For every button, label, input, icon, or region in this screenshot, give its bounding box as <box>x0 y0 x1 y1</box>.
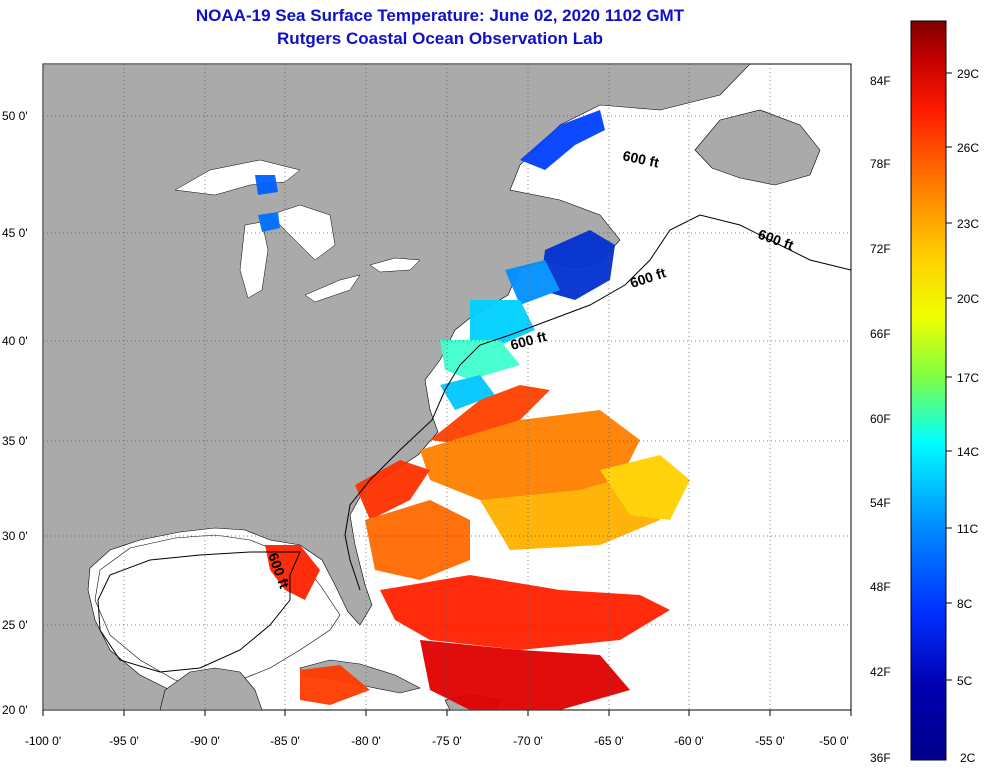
lon-label: -80 0' <box>351 734 381 748</box>
colorbar-f-label: 54F <box>870 496 891 510</box>
colorbar-c-label: 5C <box>957 674 973 688</box>
land-maritimes <box>694 109 821 186</box>
colorbar-c-label: 11C <box>957 522 978 536</box>
lon-label: -60 0' <box>674 734 704 748</box>
map-subtitle: Rutgers Coastal Ocean Observation Lab <box>277 29 603 48</box>
colorbar-c-label: 17C <box>957 371 979 385</box>
lat-label: 50 0' <box>2 109 28 123</box>
lat-label: 45 0' <box>2 226 28 240</box>
lon-label: -100 0' <box>25 734 61 748</box>
lon-label: -50 0' <box>819 734 849 748</box>
grid-lines <box>43 64 851 710</box>
lon-label: -65 0' <box>594 734 624 748</box>
sst-imagery <box>255 110 690 710</box>
colorbar-c-label: 26C <box>957 141 979 155</box>
isobath-gulf <box>97 551 301 673</box>
colorbar-f-label: 84F <box>870 74 891 88</box>
lat-label: 20 0' <box>2 703 28 717</box>
colorbar-c-label: 14C <box>957 445 979 459</box>
colorbar-f-label: 66F <box>870 327 891 341</box>
lake-superior <box>174 159 301 196</box>
colorbar-c-label: 20C <box>957 292 979 306</box>
colorbar-f-label: 42F <box>870 665 891 679</box>
land-north-america <box>43 64 751 710</box>
lake-erie <box>304 274 361 303</box>
isobath-600ft <box>344 214 851 591</box>
lat-label: 35 0' <box>2 434 28 448</box>
contour-label: 600 ft <box>621 147 660 170</box>
lat-label: 25 0' <box>2 618 28 632</box>
colorbar-c-label: 8C <box>957 597 973 611</box>
colorbar-c-label: 2C <box>960 751 976 765</box>
lon-label: -90 0' <box>190 734 220 748</box>
colorbar-ticks <box>946 72 952 681</box>
lon-label: -95 0' <box>109 734 139 748</box>
lake-huron <box>269 204 336 261</box>
colorbar-f-label: 72F <box>870 242 891 256</box>
lon-label: -75 0' <box>432 734 462 748</box>
colorbar-c-label: 23C <box>957 217 979 231</box>
lat-label: 40 0' <box>2 334 28 348</box>
lake-ontario <box>369 257 421 273</box>
colorbar-f-label: 36F <box>870 751 891 765</box>
lon-label: -70 0' <box>513 734 543 748</box>
colorbar <box>910 20 947 761</box>
colorbar-f-label: 48F <box>870 580 891 594</box>
map-title: NOAA-19 Sea Surface Temperature: June 02… <box>195 6 685 25</box>
lat-label: 30 0' <box>2 529 28 543</box>
colorbar-f-label: 60F <box>870 412 891 426</box>
colorbar-c-label: 29C <box>957 67 979 81</box>
land-yucatan <box>159 667 263 710</box>
lon-label: -55 0' <box>755 734 785 748</box>
axis-ticks <box>42 710 852 716</box>
lon-label: -85 0' <box>270 734 300 748</box>
colorbar-f-label: 78F <box>870 157 891 171</box>
